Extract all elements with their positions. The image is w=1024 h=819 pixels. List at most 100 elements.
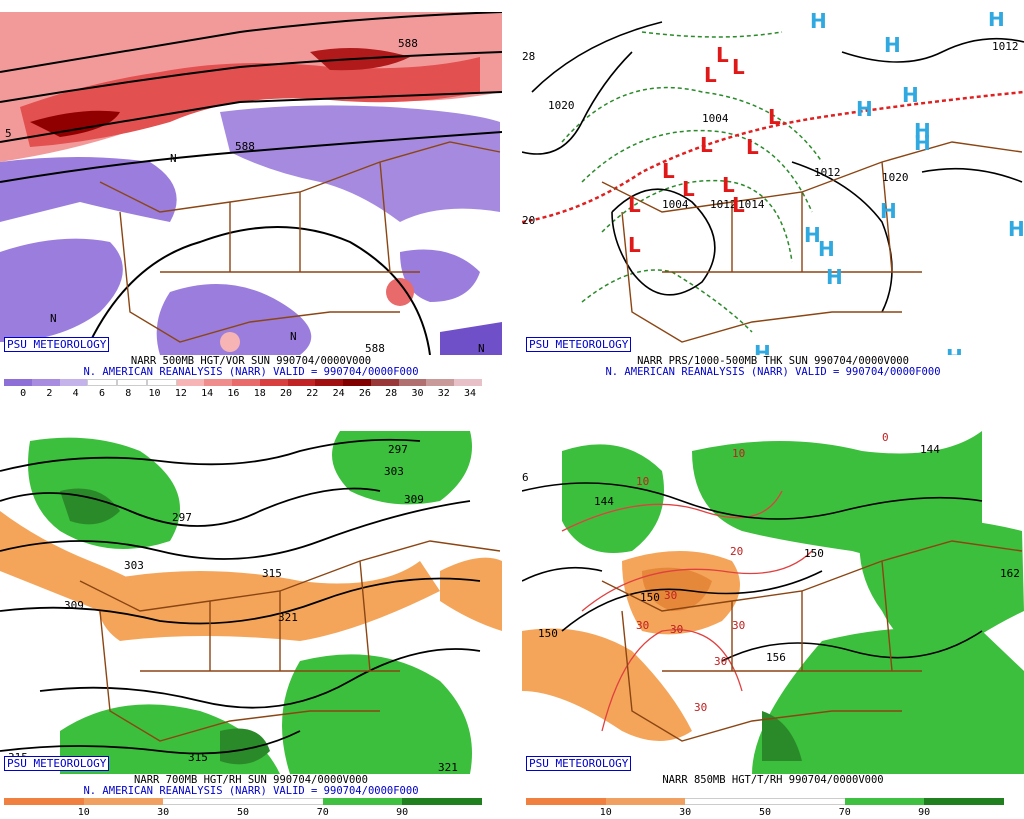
colorbar-label: 4 (72, 388, 79, 399)
colorbar-label: 20 (279, 388, 293, 399)
contour-label: 588 (398, 37, 418, 50)
temperature-label: 30 (694, 701, 707, 714)
colorbar-label: 6 (98, 388, 105, 399)
high-marker: H (914, 131, 931, 155)
colorbar-label: 50 (758, 807, 772, 818)
colorbar-label: 16 (227, 388, 240, 399)
temperature-label: 0 (882, 431, 889, 444)
contour-label: 1014 (738, 198, 765, 211)
colorbar-label: 14 (201, 388, 214, 399)
contour-label: 156 (766, 651, 786, 664)
colorbar-swatch (398, 379, 427, 386)
colorbar-swatch (31, 379, 60, 386)
colorbar-swatch (4, 798, 84, 805)
low-marker: L (628, 193, 641, 217)
contour-label: 321 (278, 611, 298, 624)
colorbar-label: 50 (236, 807, 250, 818)
contour-label: 1020 (548, 99, 575, 112)
contour-label: 315 (188, 751, 208, 764)
colorbar-swatch (83, 798, 164, 805)
colorbar-swatch (204, 379, 233, 386)
low-marker: L (716, 43, 729, 67)
colorbar-swatch (765, 798, 845, 805)
high-marker: H (884, 33, 901, 57)
panel-title: NARR PRS/1000-500MB THK SUN 990704/0000V… (637, 355, 909, 367)
contour-label: 303 (384, 465, 404, 478)
colorbar-label: 10 (148, 388, 161, 399)
colorbar-label: 28 (385, 388, 398, 399)
panel-title: NARR 500MB HGT/VOR SUN 990704/0000V000 (130, 355, 372, 367)
psu-meteorology-badge: PSU METEOROLOGY (4, 337, 110, 352)
contour-label: 1012 (992, 40, 1019, 53)
colorbar-swatch (59, 379, 88, 386)
contour-label: 297 (388, 443, 408, 456)
high-marker: H (804, 223, 821, 247)
colorbar-swatch (844, 798, 925, 805)
colorbar-label: 2 (46, 388, 53, 399)
high-marker: H (754, 341, 771, 355)
contour-label: 588 (235, 140, 255, 153)
colorbar-swatch (526, 798, 606, 805)
colorbar-swatch (924, 798, 1005, 805)
panel-700mb-humidity: 297 303 309 297 303 309 315 321 315 315 … (0, 419, 502, 819)
psu-meteorology-badge: PSU METEOROLOGY (526, 756, 632, 771)
colorbar-swatch (243, 798, 323, 805)
high-marker: H (818, 237, 835, 261)
panel-title: NARR 850MB HGT/T/RH 990704/0000V000 (662, 774, 884, 786)
psu-meteorology-badge: PSU METEOROLOGY (526, 337, 632, 352)
contour-label: 5 (5, 127, 12, 140)
vorticity-map: 588 588 588 N N N N 5 (0, 12, 502, 355)
colorbar-swatch (259, 379, 288, 386)
temp-humidity-850mb-map: 144 150 150 150 156 162 144 6 10 10 20 3… (522, 431, 1024, 774)
colorbar-swatch (454, 379, 483, 386)
colorbar-swatch (87, 379, 118, 386)
contour-label: 150 (804, 547, 824, 560)
colorbar-swatch (402, 798, 483, 805)
colorbar-swatch (343, 379, 371, 386)
colorbar-swatch (315, 379, 344, 386)
contour-label: 144 (594, 495, 614, 508)
panel-title: NARR 700MB HGT/RH SUN 990704/0000V000 (134, 774, 368, 786)
colorbar-swatch (287, 379, 316, 386)
temperature-label: 30 (732, 619, 745, 632)
contour-label: 28 (522, 50, 535, 63)
contour-label: 150 (640, 591, 660, 604)
colorbar-swatch (176, 379, 205, 386)
colorbar-swatch (685, 798, 766, 805)
low-marker: L (704, 63, 717, 87)
low-marker: L (722, 173, 735, 197)
panel-subtitle: N. AMERICAN REANALYSIS (NARR) VALID = 99… (605, 366, 941, 378)
contour-label: 309 (64, 599, 84, 612)
low-marker: L (682, 177, 695, 201)
contour-label: 297 (172, 511, 192, 524)
high-marker: H (856, 97, 873, 121)
colorbar (4, 379, 483, 386)
colorbar-label: 32 (437, 388, 450, 399)
low-marker: L (662, 159, 675, 183)
colorbar-label: 34 (464, 388, 477, 399)
panel-surface-pressure-thickness: 1020 1012 1012 1020 1004 1004 1012 1014 … (522, 0, 1024, 400)
temperature-label: 10 (732, 447, 745, 460)
colorbar-label: 10 (599, 807, 612, 818)
high-marker: H (810, 12, 827, 33)
colorbar-swatch (4, 379, 32, 386)
high-marker: H (914, 119, 931, 143)
low-marker: L (700, 133, 713, 157)
contour-label: 1004 (702, 112, 729, 125)
temperature-label: 20 (730, 545, 743, 558)
contour-label: 20 (522, 214, 535, 227)
colorbar-swatch (370, 379, 399, 386)
high-marker: H (880, 199, 897, 223)
contour-label: 315 (262, 567, 282, 580)
colorbar-swatch (322, 798, 403, 805)
contour-label: 150 (538, 627, 558, 640)
contour-label: N (170, 152, 177, 165)
colorbar-swatch (117, 379, 147, 386)
colorbar-swatch (146, 379, 177, 386)
psu-meteorology-badge: PSU METEOROLOGY (4, 756, 110, 771)
panel-subtitle: N. AMERICAN REANALYSIS (NARR) VALID = 99… (83, 366, 419, 378)
pressure-thickness-map: 1020 1012 1012 1020 1004 1004 1012 1014 … (522, 12, 1024, 355)
colorbar-label: 26 (358, 388, 371, 399)
colorbar-label: 90 (918, 807, 931, 818)
temperature-label: 10 (636, 475, 649, 488)
